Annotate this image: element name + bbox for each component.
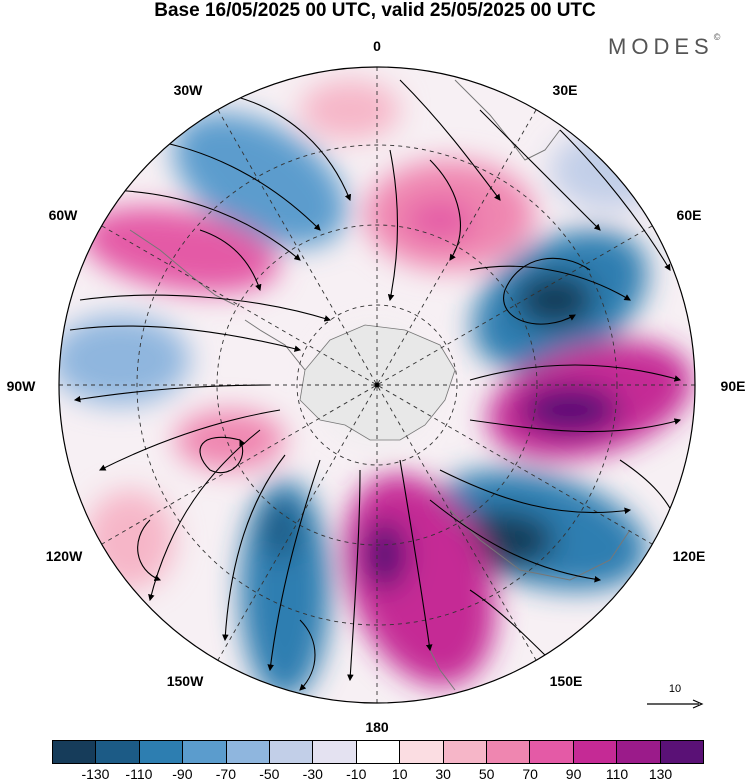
lon-label-60e: 60E <box>676 207 702 223</box>
antarctica-landmass <box>299 324 456 441</box>
brand-logo: MODES© <box>608 32 721 60</box>
map-title: Base 16/05/2025 00 UTC, valid 25/05/2025… <box>154 0 596 21</box>
anomaly-field <box>59 67 695 703</box>
lon-label-90w: 90W <box>6 378 36 394</box>
lon-label-180: 180 <box>365 719 389 735</box>
colorbar-tick-label: -90 <box>172 766 193 782</box>
colorbar-tick-label: -10 <box>346 766 367 782</box>
colorbar-swatch <box>660 741 704 763</box>
colorbar-swatch <box>356 741 401 763</box>
australia-coastline <box>449 509 631 581</box>
colorbar-swatch <box>530 741 574 763</box>
colorbar-swatch <box>53 741 97 763</box>
lon-label-0: 0 <box>373 38 381 54</box>
lon-label-30w: 30W <box>173 82 203 98</box>
colorbar-swatch <box>183 741 227 763</box>
colorbar-tick-label: -110 <box>125 766 153 782</box>
colorbar-tick-label: 130 <box>648 766 673 782</box>
lon-label-150e: 150E <box>549 673 583 689</box>
pole-marker <box>374 382 380 388</box>
latitude-circles <box>136 144 618 626</box>
colorbar-tick-label: 90 <box>565 766 582 782</box>
colorbar-swatch <box>313 741 357 763</box>
colorbar-tick-label: 10 <box>391 766 408 782</box>
lon-label-60w: 60W <box>48 207 78 223</box>
colorbar-tick-label: -70 <box>215 766 236 782</box>
streamlines <box>69 79 682 691</box>
colorbar-tick-label: 50 <box>478 766 495 782</box>
colorbar-tick-label: 30 <box>435 766 451 782</box>
colorbar-tick-label: -130 <box>81 766 110 782</box>
lon-label-150w: 150W <box>166 673 204 689</box>
lon-label-90e: 90E <box>720 378 746 394</box>
colorbar-tick-label: -30 <box>302 766 323 782</box>
colorbar-swatch <box>617 741 661 763</box>
colorbar-swatch <box>487 741 531 763</box>
colorbar-swatch <box>400 741 444 763</box>
colorbar-swatch <box>226 741 271 763</box>
lon-label-120w: 120W <box>45 548 83 564</box>
vector-reference-label: 10 <box>668 683 682 695</box>
lon-label-30e: 30E <box>552 82 578 98</box>
brand-text: MODES <box>608 34 714 59</box>
colorbar-swatch <box>139 741 184 763</box>
colorbar-swatch <box>443 741 488 763</box>
colorbar-swatch <box>573 741 618 763</box>
map-border <box>58 66 696 704</box>
vector-reference-arrow <box>647 699 704 709</box>
meridians <box>59 67 695 703</box>
colorbar-swatch <box>96 741 140 763</box>
colorbar-tick-label: -50 <box>259 766 280 782</box>
colorbar-tick-label: 110 <box>605 766 629 782</box>
brand-mark: © <box>713 32 721 42</box>
colorbar-swatch <box>270 741 314 763</box>
new-zealand-coastline <box>429 649 456 691</box>
colorbar <box>52 740 704 764</box>
lon-label-120e: 120E <box>672 548 706 564</box>
colorbar-tick-label: 70 <box>522 766 538 782</box>
antarctic-peninsula <box>244 319 306 371</box>
